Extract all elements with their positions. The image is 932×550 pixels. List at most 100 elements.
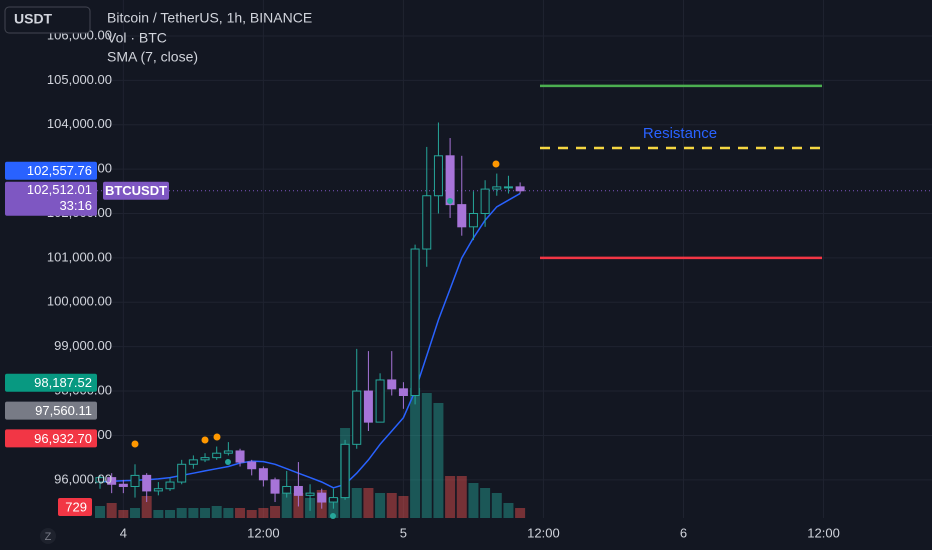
- volume-bar: [130, 507, 141, 518]
- signal-dot: [225, 459, 231, 465]
- candle-body: [177, 463, 187, 483]
- candle-body: [410, 248, 420, 396]
- candle-body: [492, 186, 502, 190]
- signals: [131, 160, 500, 519]
- volume-bar: [503, 502, 514, 518]
- volume-bar: [398, 495, 409, 518]
- candle-body: [142, 474, 152, 492]
- volume-bar: [433, 403, 444, 518]
- candle-body: [212, 452, 222, 459]
- volume-badge: [58, 498, 92, 517]
- volume-bar: [258, 507, 269, 518]
- y-tick-label: 99,000.00: [54, 338, 112, 353]
- volume-bar: [141, 495, 152, 518]
- current-price-badge: [5, 181, 97, 216]
- candle-body: [130, 474, 140, 487]
- volume-bar: [480, 487, 491, 518]
- candle-body: [118, 483, 128, 487]
- sma-line: [99, 192, 521, 489]
- candle-body: [422, 195, 432, 250]
- signal-dot: [330, 513, 336, 519]
- price-badge: [5, 373, 97, 392]
- candle-body: [200, 457, 210, 461]
- signal-dot: [201, 436, 209, 444]
- candle-body: [503, 186, 513, 189]
- volume-badge-label: 729: [65, 499, 87, 514]
- x-tick-label: 12:00: [807, 525, 840, 540]
- timezone-button[interactable]: [40, 528, 56, 544]
- countdown: 33:16: [59, 198, 92, 213]
- candle-body: [328, 497, 338, 503]
- candle-body: [247, 461, 257, 470]
- candle-body: [480, 188, 490, 215]
- currency[interactable]: USDT: [14, 11, 53, 27]
- x-tick-label: 12:00: [527, 525, 560, 540]
- signal-dot: [492, 160, 500, 168]
- chart-title: Bitcoin / TetherUS, 1h, BINANCE: [107, 10, 312, 26]
- volume-bar: [351, 487, 362, 518]
- candle-body: [107, 477, 117, 485]
- current-price-label: 102,512.01: [27, 182, 92, 197]
- volume-bar: [491, 492, 502, 518]
- levels-layer: Resistance: [97, 84, 932, 260]
- candle-body: [363, 390, 373, 423]
- volume-bar: [106, 502, 117, 518]
- volume-bar: [188, 507, 199, 518]
- volume-bar: [375, 492, 386, 518]
- badges: 102,557.76 98,187.52 97,560.11 96,932.70 102…: [5, 161, 169, 517]
- volume-bar: [165, 509, 176, 518]
- x-tick-label: 4: [120, 525, 127, 540]
- signal-dot: [131, 440, 139, 448]
- candle-body: [317, 492, 327, 503]
- volume-bar: [95, 505, 105, 518]
- candle-body: [468, 213, 478, 228]
- y-tick-label: 100,000.00: [47, 294, 112, 309]
- x-tick-label: 6: [680, 525, 687, 540]
- candle-body: [305, 492, 315, 496]
- candle-body: [95, 477, 105, 483]
- candle-body: [375, 379, 385, 423]
- signal-dot: [447, 198, 453, 204]
- volume-bar: [223, 507, 234, 518]
- y-tick-label: 96,000.00: [54, 471, 112, 486]
- candle-body: [445, 155, 455, 206]
- volume-bar: [270, 505, 281, 518]
- volume-bar: [363, 487, 374, 518]
- grid: [97, 0, 932, 518]
- volume-bar: [386, 492, 397, 518]
- volume-bar: [176, 507, 187, 518]
- y-tick-label: 105,000.00: [47, 72, 112, 87]
- symbol-tag-label: BTCUSDT: [105, 183, 167, 198]
- candle-body: [352, 390, 362, 445]
- volume-bar: [515, 508, 526, 518]
- candle-body: [223, 450, 233, 454]
- volume-bar: [153, 509, 164, 518]
- x-tick-label: 12:00: [247, 525, 280, 540]
- price-badge-label: 96,932.70: [34, 431, 92, 446]
- currency-button[interactable]: [4, 6, 91, 34]
- candle-body: [340, 443, 350, 499]
- level-label: Resistance: [643, 125, 717, 142]
- candle-body: [398, 388, 408, 396]
- timezone-icon[interactable]: Z: [45, 531, 52, 543]
- x-tick-label: 5: [400, 525, 407, 540]
- candle-body: [387, 379, 397, 390]
- volume-bar: [456, 475, 467, 518]
- y-tick-label: 104,000.00: [47, 116, 112, 131]
- candle-body: [270, 479, 280, 494]
- price-badge: [5, 161, 97, 180]
- price-badge: [5, 429, 97, 448]
- volume-bar: [246, 509, 257, 518]
- candle-body: [258, 468, 268, 481]
- volume-bar: [200, 507, 211, 518]
- volume-bar: [281, 492, 292, 518]
- volume-bar: [235, 507, 246, 518]
- price-badge: [5, 401, 97, 420]
- time-axis: [0, 518, 932, 550]
- indicator-legend: Vol · BTC: [107, 30, 167, 46]
- volume-bar: [410, 388, 421, 518]
- candle-body: [515, 186, 525, 192]
